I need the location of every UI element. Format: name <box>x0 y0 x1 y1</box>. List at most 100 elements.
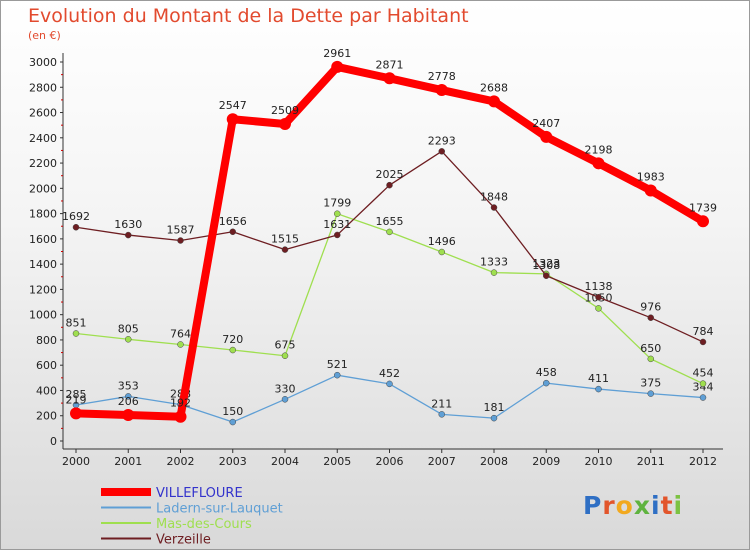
data-point <box>543 379 550 387</box>
data-point <box>226 113 239 126</box>
y-tick-label: 2000 <box>29 182 57 195</box>
data-label: 1587 <box>167 224 195 237</box>
data-point <box>644 184 657 197</box>
data-point <box>334 231 341 239</box>
data-label: 1799 <box>323 197 351 210</box>
y-tick-label: 1800 <box>29 208 57 221</box>
data-label: 650 <box>640 342 661 355</box>
logo-letter: r <box>602 491 616 520</box>
data-point <box>699 394 707 401</box>
data-point <box>122 408 135 421</box>
data-point <box>488 95 500 108</box>
x-tick-label: 2002 <box>167 455 195 468</box>
data-point <box>647 390 654 397</box>
logo-letter: i <box>673 491 684 520</box>
data-point <box>174 410 187 423</box>
data-label: 764 <box>170 327 191 340</box>
y-tick-label: 1600 <box>29 233 57 246</box>
data-point <box>699 380 707 387</box>
data-point <box>386 181 393 189</box>
x-tick-label: 2001 <box>114 455 142 468</box>
data-label: 452 <box>379 367 400 380</box>
series-line <box>72 62 707 421</box>
data-label: 2025 <box>376 168 404 181</box>
data-label: 1630 <box>114 218 142 231</box>
data-point <box>386 380 393 388</box>
data-label: 1739 <box>689 201 717 214</box>
legend-label: Verzeille <box>156 533 211 548</box>
legend-label: Ladern-sur-Lauquet <box>156 502 283 517</box>
data-label: 805 <box>118 322 139 335</box>
data-label: 344 <box>693 381 714 394</box>
data-point <box>435 84 448 97</box>
data-point <box>279 118 291 131</box>
data-point <box>229 228 236 236</box>
data-label: 150 <box>222 405 243 418</box>
data-point <box>490 204 498 211</box>
data-label: 784 <box>693 325 714 338</box>
data-point <box>72 330 80 337</box>
logo-letter: P <box>583 491 603 520</box>
y-tick-label: 3000 <box>29 56 57 69</box>
data-point <box>490 414 498 422</box>
x-tick-label: 2005 <box>323 455 351 468</box>
logo-letter: o <box>615 491 634 520</box>
data-label: 2198 <box>585 143 613 156</box>
data-label: 2547 <box>219 99 247 112</box>
data-point <box>386 228 393 236</box>
data-point <box>125 336 132 343</box>
data-point <box>540 130 553 143</box>
chart-unit-label: (en €) <box>28 29 61 42</box>
data-label: 675 <box>275 339 296 352</box>
y-tick-label: 2800 <box>29 81 57 94</box>
data-label: 192 <box>170 397 191 410</box>
x-tick-label: 2010 <box>585 455 613 468</box>
data-point <box>543 272 550 280</box>
data-label: 211 <box>431 397 452 410</box>
data-label: 2293 <box>428 134 456 147</box>
data-label: 1138 <box>585 280 613 293</box>
data-label: 1848 <box>480 191 508 204</box>
data-point <box>331 60 344 73</box>
x-tick-label: 2012 <box>689 455 717 468</box>
data-label: 1333 <box>480 256 508 269</box>
data-label: 375 <box>640 377 661 390</box>
data-point <box>697 215 709 228</box>
data-point <box>438 248 445 256</box>
data-point <box>383 72 396 85</box>
data-point <box>125 393 132 400</box>
data-label: 411 <box>588 372 609 385</box>
data-point <box>229 418 236 426</box>
y-tick-label: 400 <box>36 384 57 397</box>
series-verzeille: 1692 1630 1587 1656 1515 1631 2025 2293 1848 1308… <box>62 134 714 346</box>
data-label: 1308 <box>532 259 560 272</box>
data-point <box>647 355 654 363</box>
data-label: 353 <box>118 379 139 392</box>
data-label: 219 <box>66 393 87 406</box>
data-point <box>70 407 82 420</box>
data-label: 1656 <box>219 215 247 228</box>
data-label: 851 <box>66 316 87 329</box>
data-label: 2778 <box>428 70 456 83</box>
data-label: 1983 <box>637 170 665 183</box>
y-tick-label: 1400 <box>29 258 57 271</box>
data-label: 2961 <box>323 47 351 60</box>
legend-label: VILLEFLOURE <box>156 486 243 501</box>
data-point <box>334 210 341 217</box>
data-label: 330 <box>275 382 296 395</box>
series-mas-des-cours: 8518057647206751799165514961333132310506… <box>66 197 714 387</box>
proxiti-logo: Proxiti <box>583 491 683 520</box>
y-tick-label: 2200 <box>29 157 57 170</box>
y-tick-label: 0 <box>50 435 57 448</box>
x-tick-label: 2004 <box>271 455 299 468</box>
data-point <box>334 371 341 379</box>
data-point <box>438 411 445 418</box>
data-point <box>595 305 602 312</box>
data-label: 2688 <box>480 81 508 94</box>
data-label: 976 <box>640 301 661 314</box>
data-label: 1515 <box>271 233 299 246</box>
data-point <box>438 148 445 155</box>
data-point <box>177 341 184 348</box>
